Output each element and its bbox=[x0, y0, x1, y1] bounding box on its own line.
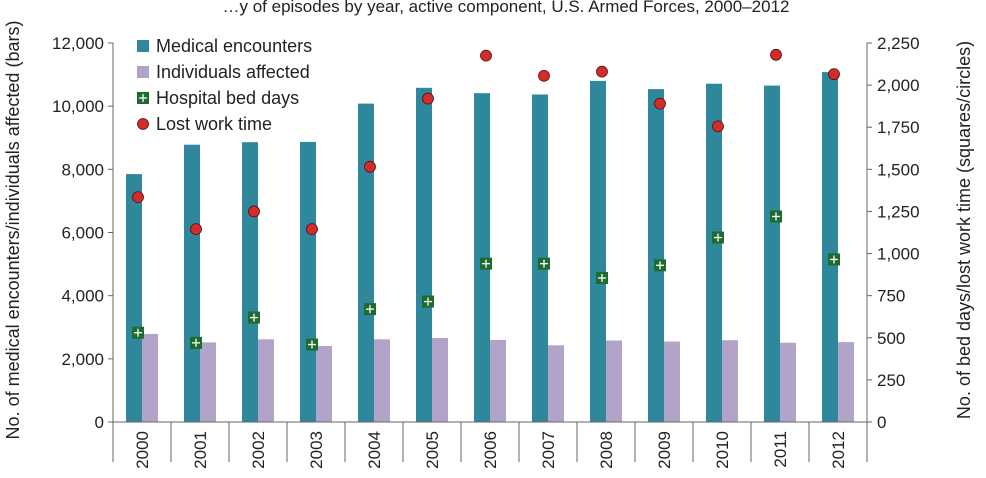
y-left-tick-label: 12,000 bbox=[52, 34, 104, 53]
x-tick-label-2009: 2009 bbox=[655, 431, 674, 469]
x-tick-label-2007: 2007 bbox=[539, 431, 558, 469]
lost-work-time-marker-2005 bbox=[422, 92, 434, 105]
y-axis-left-title: No. of medical encounters/individuals af… bbox=[3, 21, 23, 440]
x-tick-label-2004: 2004 bbox=[365, 431, 384, 469]
x-tick-label-2006: 2006 bbox=[481, 431, 500, 469]
legend: Medical encounters Individuals affected Ho… bbox=[137, 36, 312, 134]
y-right-tick-label: 1,250 bbox=[877, 202, 920, 221]
markers-layer bbox=[132, 48, 840, 351]
x-tick-label-2001: 2001 bbox=[191, 431, 210, 469]
bars-layer bbox=[126, 72, 854, 423]
legend-label-medical-encounters: Medical encounters bbox=[156, 36, 312, 56]
y-right-tick-label: 1,500 bbox=[877, 160, 920, 179]
x-tick-label-2011: 2011 bbox=[771, 431, 790, 468]
medical-encounters-bar-2010 bbox=[706, 83, 722, 422]
individuals-affected-bar-2000 bbox=[142, 333, 158, 422]
individuals-affected-bar-2006 bbox=[490, 339, 506, 422]
x-tick-label-2000: 2000 bbox=[133, 431, 152, 469]
y-left-tick-label: 6,000 bbox=[61, 224, 104, 243]
y-right-tick-label: 250 bbox=[877, 371, 905, 390]
y-right-tick-label: 1,000 bbox=[877, 245, 920, 264]
axes-layer: 0 2,000 4,000 6,000 8,000 10,000 12,000 0 250 500… bbox=[52, 34, 920, 469]
lost-work-time-marker-2012 bbox=[828, 68, 840, 81]
lost-work-time-marker-2001 bbox=[190, 223, 202, 236]
legend-label-individuals-affected: Individuals affected bbox=[156, 62, 310, 82]
lost-work-time-marker-2002 bbox=[248, 205, 260, 218]
lost-work-time-marker-2004 bbox=[364, 160, 376, 173]
legend-label-hospital-bed-days: Hospital bed days bbox=[156, 88, 299, 108]
x-tick-label-2010: 2010 bbox=[713, 431, 732, 469]
individuals-affected-bar-2002 bbox=[258, 339, 274, 422]
medical-encounters-bar-2004 bbox=[358, 103, 374, 422]
medical-encounters-bar-2001 bbox=[184, 144, 200, 422]
individuals-affected-bar-2011 bbox=[780, 342, 796, 422]
legend-swatch-individuals-affected bbox=[137, 66, 149, 78]
medical-encounters-bar-2002 bbox=[242, 142, 258, 422]
individuals-affected-bar-2004 bbox=[374, 339, 390, 422]
x-tick-label-2005: 2005 bbox=[423, 431, 442, 469]
y-right-tick-label: 1,750 bbox=[877, 118, 920, 137]
x-tick-label-2012: 2012 bbox=[829, 431, 848, 469]
y-left-tick-label: 0 bbox=[95, 413, 104, 432]
y-left-tick-label: 2,000 bbox=[61, 350, 104, 369]
individuals-affected-bar-2005 bbox=[432, 338, 448, 422]
individuals-affected-bar-2012 bbox=[838, 342, 854, 422]
x-tick-label-2008: 2008 bbox=[597, 431, 616, 469]
individuals-affected-bar-2010 bbox=[722, 340, 738, 422]
y-right-tick-label: 2,250 bbox=[877, 34, 920, 53]
legend-label-lost-work-time: Lost work time bbox=[156, 114, 272, 134]
y-left-tick-label: 8,000 bbox=[61, 160, 104, 179]
lost-work-time-marker-2003 bbox=[306, 223, 318, 236]
medical-encounters-bar-2011 bbox=[764, 85, 780, 422]
individuals-affected-bar-2001 bbox=[200, 342, 216, 422]
y-left-tick-label: 10,000 bbox=[52, 97, 104, 116]
medical-encounters-bar-2005 bbox=[416, 87, 432, 423]
y-left-tick-label: 4,000 bbox=[61, 287, 104, 306]
individuals-affected-bar-2007 bbox=[548, 345, 564, 422]
lost-work-time-marker-2000 bbox=[132, 191, 144, 204]
lost-work-time-marker-2010 bbox=[712, 120, 724, 133]
individuals-affected-bar-2009 bbox=[664, 341, 680, 422]
medical-encounters-bar-2000 bbox=[126, 174, 142, 422]
y-axis-right-title: No. of bed days/lost work time (squares/… bbox=[954, 41, 974, 419]
legend-swatch-medical-encounters bbox=[137, 40, 149, 52]
medical-encounters-bar-2006 bbox=[474, 93, 490, 422]
medical-encounters-bar-2008 bbox=[590, 80, 606, 423]
y-right-tick-label: 0 bbox=[877, 413, 886, 432]
lost-work-time-marker-2011 bbox=[770, 48, 782, 61]
x-tick-label-2003: 2003 bbox=[307, 431, 326, 469]
lost-work-time-marker-2008 bbox=[596, 65, 608, 78]
legend-swatch-lost-work-time bbox=[137, 118, 149, 130]
lost-work-time-marker-2006 bbox=[480, 49, 492, 62]
medical-encounters-bar-2009 bbox=[648, 89, 664, 422]
lost-work-time-marker-2007 bbox=[538, 69, 550, 82]
medical-encounters-bar-2003 bbox=[300, 141, 316, 422]
y-right-tick-label: 2,000 bbox=[877, 76, 920, 95]
individuals-affected-bar-2003 bbox=[316, 345, 332, 422]
lost-work-time-marker-2009 bbox=[654, 97, 666, 110]
individuals-affected-bar-2008 bbox=[606, 340, 622, 422]
x-tick-label-2002: 2002 bbox=[249, 431, 268, 469]
y-right-tick-label: 750 bbox=[877, 287, 905, 306]
chart-title: …y of episodes by year, active component… bbox=[223, 0, 790, 16]
medical-encounters-bar-2012 bbox=[822, 72, 838, 422]
y-right-tick-label: 500 bbox=[877, 329, 905, 348]
